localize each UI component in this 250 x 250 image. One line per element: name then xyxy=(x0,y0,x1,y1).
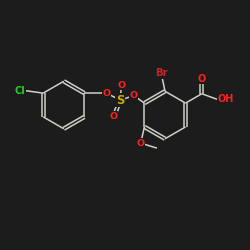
Text: O: O xyxy=(110,112,118,121)
Text: O: O xyxy=(117,80,126,90)
Text: O: O xyxy=(130,91,138,100)
Text: S: S xyxy=(116,94,124,106)
Text: Cl: Cl xyxy=(14,86,25,96)
Text: O: O xyxy=(102,89,110,98)
Text: O: O xyxy=(136,138,145,147)
Text: Br: Br xyxy=(155,68,168,78)
Text: OH: OH xyxy=(217,94,234,104)
Text: O: O xyxy=(198,74,206,84)
